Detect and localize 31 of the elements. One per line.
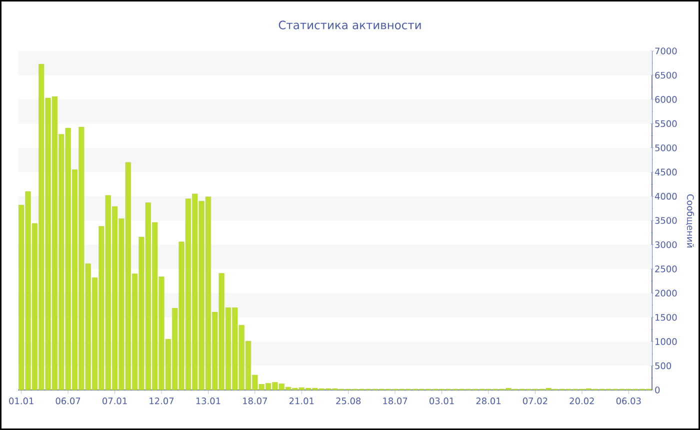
x-tick-label: 03.01 bbox=[430, 398, 454, 404]
x-tick-label: 20.02 bbox=[570, 398, 594, 404]
x-tick-label: 13.01 bbox=[196, 398, 220, 404]
y-tick-label: 3500 bbox=[655, 217, 677, 224]
x-tick-label: 07.02 bbox=[522, 398, 548, 404]
y-tick-label: 5000 bbox=[655, 144, 677, 152]
y-tick-label: 1500 bbox=[656, 314, 677, 321]
y-tick-label: 500 bbox=[655, 362, 672, 370]
x-tick-label: 07.01 bbox=[102, 398, 127, 404]
y-tick-label: 5500 bbox=[655, 120, 677, 128]
y-tick-label: 1000 bbox=[656, 338, 677, 345]
y-tick-label: 4000 bbox=[654, 192, 677, 200]
x-tick-label: 06.03 bbox=[616, 398, 641, 404]
y-tick-label: 7000 bbox=[655, 48, 677, 54]
x-tick-label: 01.01 bbox=[9, 398, 34, 404]
y-tick-label: 6500 bbox=[655, 72, 677, 79]
y-tick-label: 2000 bbox=[655, 290, 677, 297]
x-tick-label: 28.01 bbox=[476, 398, 500, 404]
y-tick-label: 4500 bbox=[654, 168, 677, 176]
y-tick-label: 6000 bbox=[655, 96, 677, 103]
x-tick-label: 12.07 bbox=[150, 398, 174, 404]
x-tick-label: 06.07 bbox=[56, 398, 80, 404]
y-tick-label: 0 bbox=[655, 386, 660, 394]
x-tick-label: 25.08 bbox=[336, 398, 361, 404]
y-tick-label: 3000 bbox=[655, 241, 677, 248]
x-tick-label: 18.07 bbox=[243, 398, 267, 404]
x-tick-label: 21.01 bbox=[289, 398, 314, 404]
x-tick-label: 18.07 bbox=[383, 398, 408, 404]
y-axis-title: Сообщений bbox=[686, 194, 694, 248]
y-tick-label: 2500 bbox=[655, 266, 677, 272]
chart-title: Статистика активности bbox=[278, 20, 421, 30]
